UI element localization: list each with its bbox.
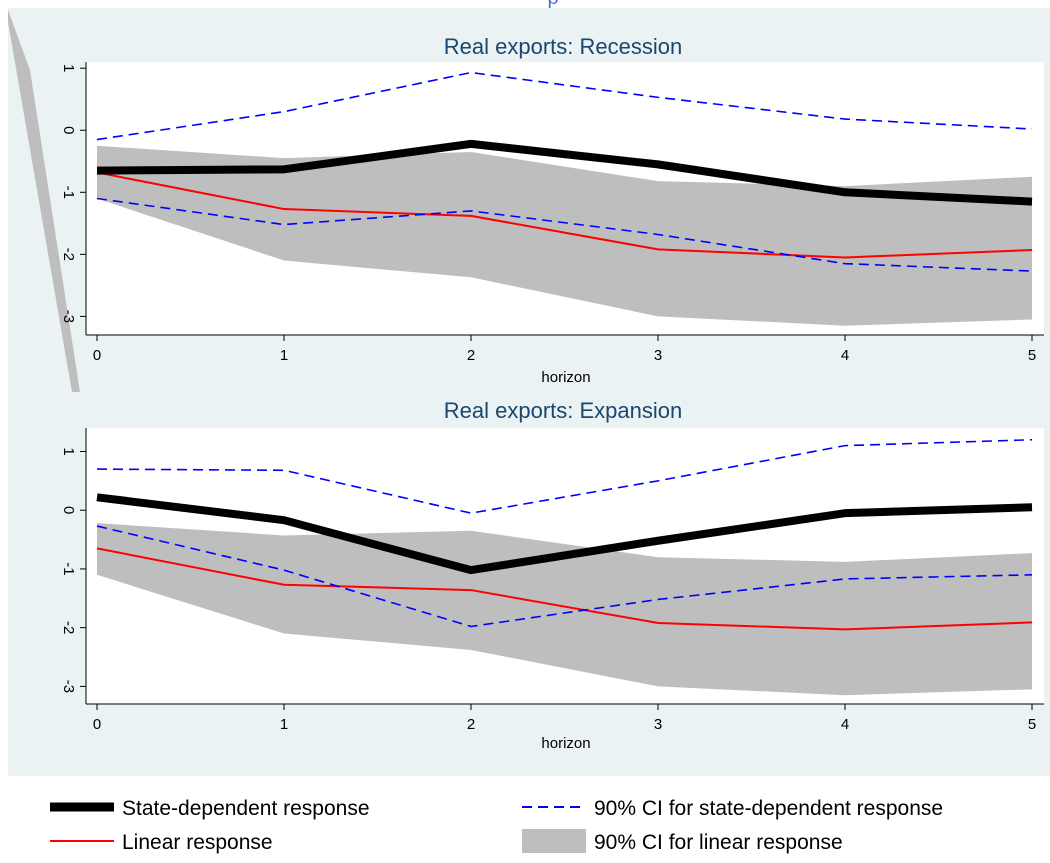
state-ci-upper-line: [96, 71, 1033, 141]
legend-item-state-dependent: State-dependent response: [50, 797, 370, 820]
y-tick-label: -2: [60, 621, 77, 634]
panel-title: Real exports: Expansion: [444, 398, 682, 423]
x-tick-label: 5: [1028, 347, 1036, 364]
linear-line: [96, 171, 1033, 259]
panel-title: Real exports: Recession: [444, 34, 682, 59]
y-tick-label: 0: [60, 506, 77, 514]
x-axis-label: horizon: [541, 735, 590, 752]
panel-recession: Real exports: Recession -3 -2 -1 0 1 0 1 2 3 4 5 h…: [60, 34, 1044, 386]
legend-item-linear: Linear response: [50, 831, 273, 854]
legend: State-dependent response 90% CI for stat…: [38, 786, 1038, 863]
y-tick-label: -3: [60, 680, 77, 693]
x-tick-label: 4: [841, 716, 849, 733]
legend-label-linear: Linear response: [122, 831, 273, 854]
x-tick-label: 2: [467, 716, 475, 733]
state-ci-upper-line: [96, 438, 1033, 514]
y-tick-label: -3: [60, 310, 77, 323]
linear-ci-band: [97, 145, 1032, 326]
x-tick-label: 0: [93, 347, 101, 364]
legend-label-state-ci: 90% CI for state-dependent response: [594, 797, 943, 820]
x-tick-label: 4: [841, 347, 849, 364]
left-edge-wedge: [8, 10, 80, 392]
y-tick-label: -1: [60, 562, 77, 575]
header-fragment: p: [547, 0, 558, 9]
x-tick-label: 2: [467, 347, 475, 364]
x-tick-label: 5: [1028, 716, 1036, 733]
legend-label-linear-ci: 90% CI for linear response: [594, 831, 843, 854]
x-tick-label: 1: [280, 716, 288, 733]
x-tick-label: 3: [654, 716, 662, 733]
x-tick-label: 0: [93, 716, 101, 733]
y-tick-label: -2: [60, 248, 77, 261]
state-dependent-line: [96, 139, 1033, 206]
state-ci-lower-line: [96, 525, 1033, 628]
linear-ci-band: [97, 523, 1032, 696]
state-ci-lower-line: [96, 197, 1033, 272]
y-tick-label: 1: [60, 64, 77, 72]
legend-item-linear-ci: 90% CI for linear response: [522, 829, 843, 854]
legend-label-state-dependent: State-dependent response: [122, 797, 370, 820]
y-tick-label: -1: [60, 186, 77, 199]
legend-item-state-ci: 90% CI for state-dependent response: [522, 797, 943, 820]
x-tick-label: 1: [280, 347, 288, 364]
y-tick-label: 0: [60, 126, 77, 134]
legend-swatch-linear-ci: [522, 829, 586, 853]
linear-line: [96, 547, 1033, 631]
x-tick-label: 3: [654, 347, 662, 364]
state-dependent-line: [96, 493, 1033, 575]
x-axis-label: horizon: [541, 369, 590, 386]
y-tick-label: 1: [60, 447, 77, 455]
panel-expansion: Real exports: Expansion -3 -2 -1 0 1 0 1 2 3 4 5 h…: [60, 398, 1044, 752]
